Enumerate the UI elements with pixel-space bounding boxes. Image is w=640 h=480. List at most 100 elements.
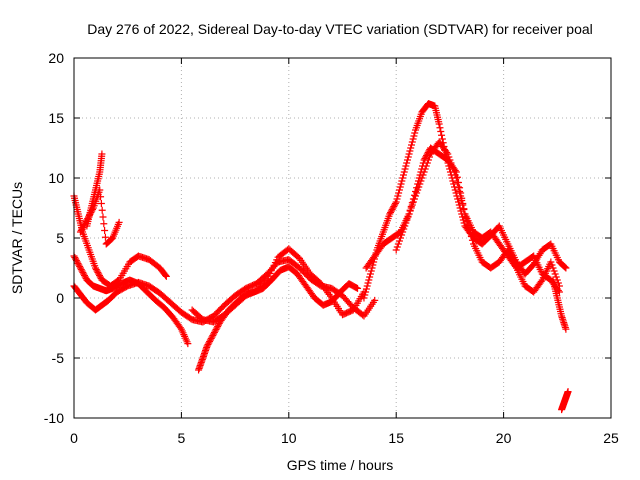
data-point xyxy=(422,162,430,170)
x-tick-label: 0 xyxy=(70,430,78,446)
data-point xyxy=(548,261,556,269)
data-point xyxy=(416,180,424,188)
data-point xyxy=(73,258,81,266)
data-point xyxy=(421,165,429,173)
data-point xyxy=(115,218,123,226)
data-point xyxy=(447,159,455,167)
data-point xyxy=(409,198,417,206)
data-point xyxy=(80,270,88,278)
chart-title: Day 276 of 2022, Sidereal Day-to-day VTE… xyxy=(87,21,593,37)
data-point xyxy=(387,207,395,215)
y-tick-label: 20 xyxy=(48,50,64,66)
data-point xyxy=(406,207,414,215)
data-point xyxy=(395,186,403,194)
data-point xyxy=(394,192,402,200)
data-point xyxy=(72,255,80,263)
data-point xyxy=(368,264,376,272)
data-point xyxy=(436,124,444,132)
data-point xyxy=(467,233,475,240)
data-point xyxy=(79,269,87,276)
data-point xyxy=(206,336,214,344)
data-point xyxy=(408,141,416,149)
data-point xyxy=(99,213,107,221)
data-point xyxy=(468,236,476,244)
data-point xyxy=(408,201,416,209)
data-point xyxy=(97,193,105,201)
data-point xyxy=(398,177,406,185)
data-point xyxy=(450,180,458,188)
data-point xyxy=(203,342,211,350)
data-point xyxy=(80,272,88,279)
data-point xyxy=(438,131,446,139)
data-point xyxy=(450,168,458,176)
y-tick-label: 10 xyxy=(48,170,64,186)
data-point xyxy=(549,264,557,272)
data-point xyxy=(389,204,397,212)
data-point xyxy=(552,273,560,281)
data-point xyxy=(404,153,412,161)
data-point xyxy=(413,189,421,197)
data-point xyxy=(423,159,431,167)
data-points xyxy=(70,100,572,414)
data-point xyxy=(91,264,99,272)
data-point xyxy=(419,171,427,179)
data-point xyxy=(421,155,429,162)
data-point xyxy=(396,234,404,242)
data-point xyxy=(96,273,104,281)
data-point xyxy=(79,224,87,231)
data-point xyxy=(94,269,102,276)
data-point xyxy=(213,324,221,332)
data-point xyxy=(388,206,396,213)
data-point xyxy=(460,206,468,213)
data-point xyxy=(205,339,213,347)
data-point xyxy=(403,216,411,224)
data-point xyxy=(449,165,457,173)
x-tick-label: 5 xyxy=(178,430,186,446)
data-point xyxy=(367,267,375,275)
data-point xyxy=(564,388,572,396)
data-point xyxy=(71,254,79,261)
data-point xyxy=(459,201,467,209)
data-point xyxy=(438,135,446,143)
data-point xyxy=(537,278,545,285)
data-point xyxy=(448,162,456,170)
y-axis-label: SDTVAR / TECUs xyxy=(9,182,25,294)
series-track-l xyxy=(558,388,572,414)
data-point xyxy=(97,200,105,207)
data-point xyxy=(402,219,410,227)
data-point xyxy=(366,270,374,278)
data-point xyxy=(401,222,409,230)
data-point xyxy=(420,168,428,176)
series-track-j xyxy=(392,138,563,296)
data-point xyxy=(78,267,86,275)
data-point xyxy=(410,132,418,140)
data-point xyxy=(210,329,218,336)
x-tick-label: 25 xyxy=(603,430,619,446)
data-point xyxy=(424,156,432,164)
data-point xyxy=(555,288,563,296)
data-point xyxy=(415,183,423,191)
data-point xyxy=(76,263,84,270)
data-point xyxy=(451,186,459,194)
data-point xyxy=(456,188,464,195)
data-point xyxy=(562,325,570,333)
y-tick-label: 5 xyxy=(56,230,64,246)
data-point xyxy=(551,270,559,278)
data-point xyxy=(407,204,415,212)
data-point xyxy=(76,264,84,272)
data-point xyxy=(184,340,192,348)
data-point xyxy=(204,341,212,348)
data-point xyxy=(212,326,220,333)
data-point xyxy=(76,228,84,236)
data-point xyxy=(96,272,104,279)
data-point xyxy=(454,198,462,206)
y-tick-label: -10 xyxy=(44,410,64,426)
data-point xyxy=(402,162,410,170)
data-point xyxy=(392,246,400,254)
data-point xyxy=(423,152,431,159)
data-point xyxy=(396,183,404,191)
y-tick-label: 0 xyxy=(56,290,64,306)
data-point xyxy=(262,276,270,284)
